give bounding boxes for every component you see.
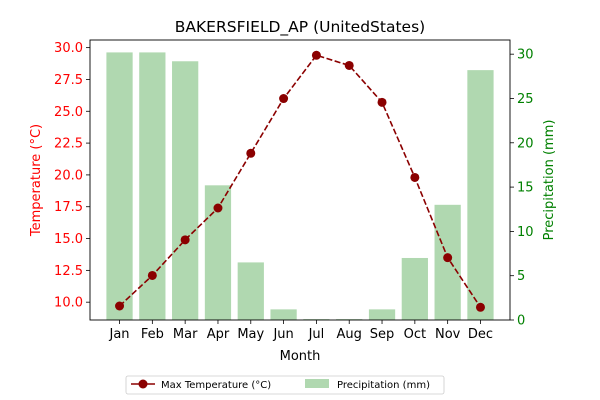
- right-tick-label: 5: [517, 269, 525, 284]
- temperature-point-feb: [147, 270, 157, 280]
- left-axis-title: Temperature (°C): [29, 124, 44, 237]
- legend: Max Temperature (°C) Precipitation (mm): [125, 375, 445, 395]
- temperature-point-nov: [443, 253, 453, 263]
- precipitation-bar-nov: [434, 204, 461, 320]
- x-tick-label: Apr: [207, 327, 230, 342]
- x-axis-title: Month: [280, 349, 321, 364]
- right-tick-label: 15: [517, 181, 534, 196]
- left-tick-label: 17.5: [54, 200, 83, 215]
- x-tick-label: May: [237, 327, 264, 342]
- precipitation-bar-dec: [467, 70, 494, 320]
- temperature-point-may: [246, 148, 256, 158]
- legend-temperature-label: Max Temperature (°C): [161, 380, 271, 391]
- temperature-point-dec: [475, 302, 485, 312]
- right-tick-label: 25: [517, 92, 534, 107]
- precipitation-bar-mar: [172, 61, 199, 321]
- right-axis-title: Precipitation (mm): [542, 120, 557, 241]
- right-tick-label: 30: [517, 48, 534, 63]
- legend-frame: [125, 375, 445, 395]
- temperature-point-apr: [213, 203, 223, 213]
- x-tick-label: Mar: [173, 327, 198, 342]
- precipitation-bar-jan: [106, 52, 133, 321]
- temperature-point-oct: [410, 172, 420, 182]
- x-axis-ticks: Jan Feb Mar Apr May Jun Jul Aug Sep Oct Nov Dec: [109, 320, 493, 342]
- chart-title: BAKERSFIELD_AP (UnitedStates): [175, 18, 425, 37]
- x-tick-label: Feb: [141, 327, 164, 342]
- x-tick-label: Aug: [337, 327, 362, 342]
- x-tick-label: Sep: [370, 327, 395, 342]
- x-tick-label: Jul: [308, 327, 325, 342]
- right-axis-ticks: 0 5 10 15 20 25 30: [510, 48, 534, 329]
- right-tick-label: 10: [517, 225, 534, 240]
- right-tick-label: 20: [517, 136, 534, 151]
- temperature-point-jul: [311, 50, 321, 60]
- left-tick-label: 20.0: [54, 168, 83, 183]
- left-tick-label: 22.5: [54, 137, 83, 152]
- left-tick-label: 15.0: [54, 232, 83, 247]
- precipitation-bar-may: [237, 262, 264, 320]
- temperature-point-mar: [180, 235, 190, 245]
- precipitation-bars: [106, 52, 494, 321]
- precipitation-bar-jun: [270, 309, 297, 320]
- x-tick-label: Jun: [272, 327, 293, 342]
- precipitation-bar-oct: [401, 257, 428, 320]
- x-tick-label: Jan: [109, 327, 130, 342]
- x-tick-label: Dec: [468, 327, 493, 342]
- legend-temperature-marker-swatch: [138, 379, 148, 389]
- temperature-line-layer: [115, 50, 485, 312]
- x-tick-label: Oct: [404, 327, 426, 342]
- temperature-point-jun: [279, 94, 289, 104]
- left-tick-label: 27.5: [54, 73, 83, 88]
- precipitation-bar-sep: [368, 309, 396, 320]
- left-tick-label: 25.0: [54, 105, 83, 120]
- legend-precipitation-swatch: [305, 379, 329, 388]
- left-tick-label: 10.0: [54, 296, 83, 311]
- legend-precipitation-label: Precipitation (mm): [337, 380, 430, 391]
- right-tick-label: 0: [517, 314, 525, 329]
- temperature-point-sep: [377, 97, 387, 107]
- temperature-line: [118, 54, 482, 308]
- x-tick-label: Nov: [435, 327, 461, 342]
- left-tick-label: 12.5: [54, 264, 83, 279]
- left-axis-ticks: 10.0 12.5 15.0 17.5 20.0 22.5 25.0 27.5 30.0: [54, 41, 90, 311]
- temperature-point-aug: [344, 60, 354, 70]
- temperature-point-jan: [115, 301, 125, 311]
- left-tick-label: 30.0: [54, 41, 83, 56]
- plot-frame: [89, 39, 511, 321]
